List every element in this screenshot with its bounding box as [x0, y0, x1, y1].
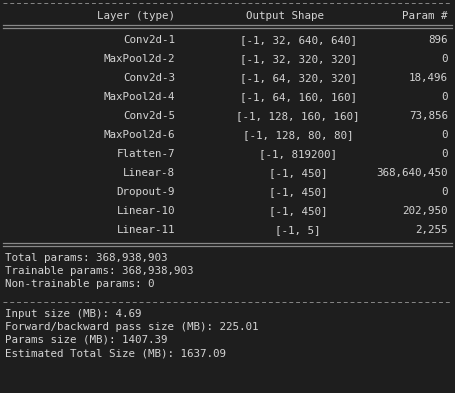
Text: [-1, 128, 80, 80]: [-1, 128, 80, 80] — [243, 130, 353, 140]
Text: [-1, 32, 640, 640]: [-1, 32, 640, 640] — [239, 35, 357, 45]
Text: 368,640,450: 368,640,450 — [376, 168, 448, 178]
Text: Non-trainable params: 0: Non-trainable params: 0 — [5, 279, 155, 289]
Text: Param #: Param # — [403, 11, 448, 21]
Text: 18,496: 18,496 — [409, 73, 448, 83]
Text: MaxPool2d-6: MaxPool2d-6 — [103, 130, 175, 140]
Text: Layer (type): Layer (type) — [97, 11, 175, 21]
Text: [-1, 450]: [-1, 450] — [269, 206, 327, 216]
Text: 896: 896 — [429, 35, 448, 45]
Text: [-1, 819200]: [-1, 819200] — [259, 149, 337, 159]
Text: 202,950: 202,950 — [403, 206, 448, 216]
Text: 0: 0 — [441, 54, 448, 64]
Text: 2,255: 2,255 — [415, 225, 448, 235]
Text: Linear-8: Linear-8 — [123, 168, 175, 178]
Text: 73,856: 73,856 — [409, 111, 448, 121]
Text: Flatten-7: Flatten-7 — [116, 149, 175, 159]
Text: 0: 0 — [441, 149, 448, 159]
Text: Linear-10: Linear-10 — [116, 206, 175, 216]
Text: 0: 0 — [441, 92, 448, 102]
Text: Output Shape: Output Shape — [246, 11, 324, 21]
Text: Input size (MB): 4.69: Input size (MB): 4.69 — [5, 309, 142, 319]
Text: Total params: 368,938,903: Total params: 368,938,903 — [5, 253, 167, 263]
Text: MaxPool2d-2: MaxPool2d-2 — [103, 54, 175, 64]
Text: 0: 0 — [441, 130, 448, 140]
Text: Conv2d-1: Conv2d-1 — [123, 35, 175, 45]
Text: Linear-11: Linear-11 — [116, 225, 175, 235]
Text: Conv2d-3: Conv2d-3 — [123, 73, 175, 83]
Text: [-1, 450]: [-1, 450] — [269, 187, 327, 197]
Text: 0: 0 — [441, 187, 448, 197]
Text: Forward/backward pass size (MB): 225.01: Forward/backward pass size (MB): 225.01 — [5, 322, 258, 332]
Text: MaxPool2d-4: MaxPool2d-4 — [103, 92, 175, 102]
Text: Conv2d-5: Conv2d-5 — [123, 111, 175, 121]
Text: [-1, 64, 320, 320]: [-1, 64, 320, 320] — [239, 73, 357, 83]
Text: [-1, 450]: [-1, 450] — [269, 168, 327, 178]
Text: Params size (MB): 1407.39: Params size (MB): 1407.39 — [5, 335, 167, 345]
Text: [-1, 128, 160, 160]: [-1, 128, 160, 160] — [236, 111, 360, 121]
Text: Estimated Total Size (MB): 1637.09: Estimated Total Size (MB): 1637.09 — [5, 348, 226, 358]
Text: [-1, 32, 320, 320]: [-1, 32, 320, 320] — [239, 54, 357, 64]
Text: [-1, 5]: [-1, 5] — [275, 225, 321, 235]
Text: Trainable params: 368,938,903: Trainable params: 368,938,903 — [5, 266, 193, 276]
Text: Dropout-9: Dropout-9 — [116, 187, 175, 197]
Text: [-1, 64, 160, 160]: [-1, 64, 160, 160] — [239, 92, 357, 102]
